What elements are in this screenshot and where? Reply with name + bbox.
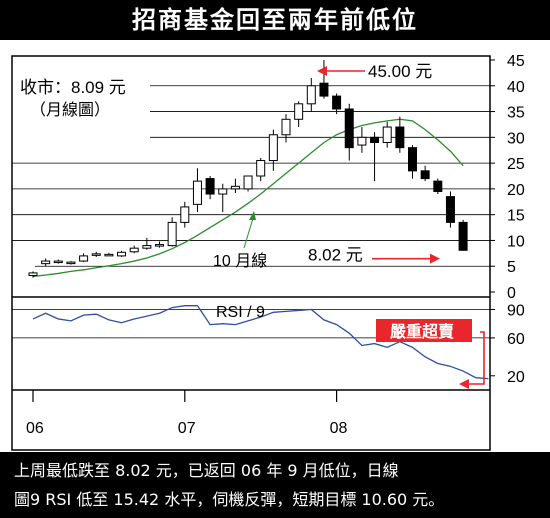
candle-body bbox=[319, 82, 329, 97]
caption-line-1: 上周最低跌至 8.02 元，已返回 06 年 9 月低位，日線 bbox=[14, 461, 399, 480]
candle-body bbox=[155, 244, 164, 247]
candle-body bbox=[344, 108, 354, 149]
price-tick-label: 40 bbox=[507, 79, 525, 96]
oversold-arrow-line bbox=[467, 331, 485, 385]
x-tick-label: 07 bbox=[178, 420, 196, 437]
candle-body bbox=[41, 260, 51, 265]
candle-body bbox=[79, 255, 89, 262]
candle-body bbox=[104, 253, 114, 257]
oversold-badge bbox=[376, 319, 472, 342]
price-tick-label: 5 bbox=[507, 259, 516, 276]
candle-body bbox=[395, 126, 405, 149]
candle-body bbox=[445, 196, 455, 223]
candle-body bbox=[230, 185, 240, 190]
price-tick-label: 35 bbox=[507, 105, 525, 122]
candle-body bbox=[205, 178, 215, 195]
candle-body bbox=[218, 188, 228, 195]
candle-body bbox=[294, 103, 304, 120]
candle-body bbox=[243, 175, 253, 190]
caption-line-2: 圖9 RSI 低至 15.42 水平，伺機反彈，短期目標 10.60 元。 bbox=[14, 490, 445, 509]
candle-body bbox=[281, 118, 291, 136]
candle-body bbox=[370, 136, 380, 143]
candle-body bbox=[357, 136, 367, 146]
candle-body bbox=[167, 221, 177, 247]
candle-body bbox=[129, 247, 139, 253]
high-label: 45.00 元 bbox=[368, 62, 432, 81]
candle-body bbox=[433, 180, 443, 192]
period-label: （月線圖） bbox=[30, 101, 110, 119]
low-arrowhead bbox=[430, 253, 440, 264]
high-arrowhead bbox=[317, 66, 327, 76]
price-tick-label: 25 bbox=[507, 156, 525, 173]
candle-body bbox=[91, 253, 101, 256]
candle-body bbox=[408, 147, 417, 172]
price-tick-label: 10 bbox=[507, 233, 525, 250]
candle-body bbox=[332, 95, 342, 110]
candle-body bbox=[117, 251, 127, 257]
candle-body bbox=[142, 245, 152, 249]
candle-body bbox=[192, 180, 202, 205]
price-tick-label: 20 bbox=[507, 182, 525, 199]
candle-body bbox=[382, 126, 392, 143]
rsi-tick-label: 90 bbox=[507, 302, 525, 319]
chart-canvas: 45 40 35 30 25 20 15 10 5 090 60 20 06 07 08 收市：8.09 元 （… bbox=[11, 53, 525, 451]
rsi-tick-label: 60 bbox=[507, 331, 525, 348]
ma-line bbox=[32, 118, 464, 278]
candle-body bbox=[420, 170, 430, 180]
rsi-tick-label: 20 bbox=[507, 369, 525, 386]
oversold-arrowhead bbox=[459, 379, 469, 389]
close-price-label: 收市：8.09 元 bbox=[20, 78, 126, 97]
price-tick-label: 0 bbox=[507, 285, 516, 302]
low-label: 8.02 元 bbox=[308, 246, 363, 265]
x-tick-label: 06 bbox=[26, 420, 44, 437]
rsi-title: RSI / 9 bbox=[216, 304, 265, 321]
candle-body bbox=[28, 272, 38, 277]
candle-body bbox=[268, 134, 278, 162]
candle-body bbox=[458, 221, 468, 251]
price-tick-label: 45 bbox=[507, 53, 525, 70]
rsi-line bbox=[32, 305, 489, 380]
candle-body bbox=[306, 85, 316, 105]
price-tick-label: 30 bbox=[507, 130, 525, 147]
ma-label-pointer bbox=[243, 214, 255, 249]
candle-body bbox=[66, 261, 76, 265]
caption: 上周最低跌至 8.02 元，已返回 06 年 9 月低位，日線 圖9 RSI 低… bbox=[0, 452, 550, 518]
ma-label-arrowhead bbox=[249, 211, 256, 220]
candle-body bbox=[256, 160, 266, 177]
x-tick-label: 08 bbox=[330, 420, 348, 437]
ma-label: 10 月線 bbox=[213, 252, 267, 270]
headline: 招商基金回至兩年前低位 bbox=[0, 0, 550, 40]
plot-frame bbox=[11, 55, 491, 451]
oversold-label: 嚴重超賣 bbox=[390, 322, 455, 341]
candle-body bbox=[53, 260, 63, 264]
price-tick-label: 15 bbox=[507, 208, 525, 225]
candle-body bbox=[180, 206, 190, 223]
